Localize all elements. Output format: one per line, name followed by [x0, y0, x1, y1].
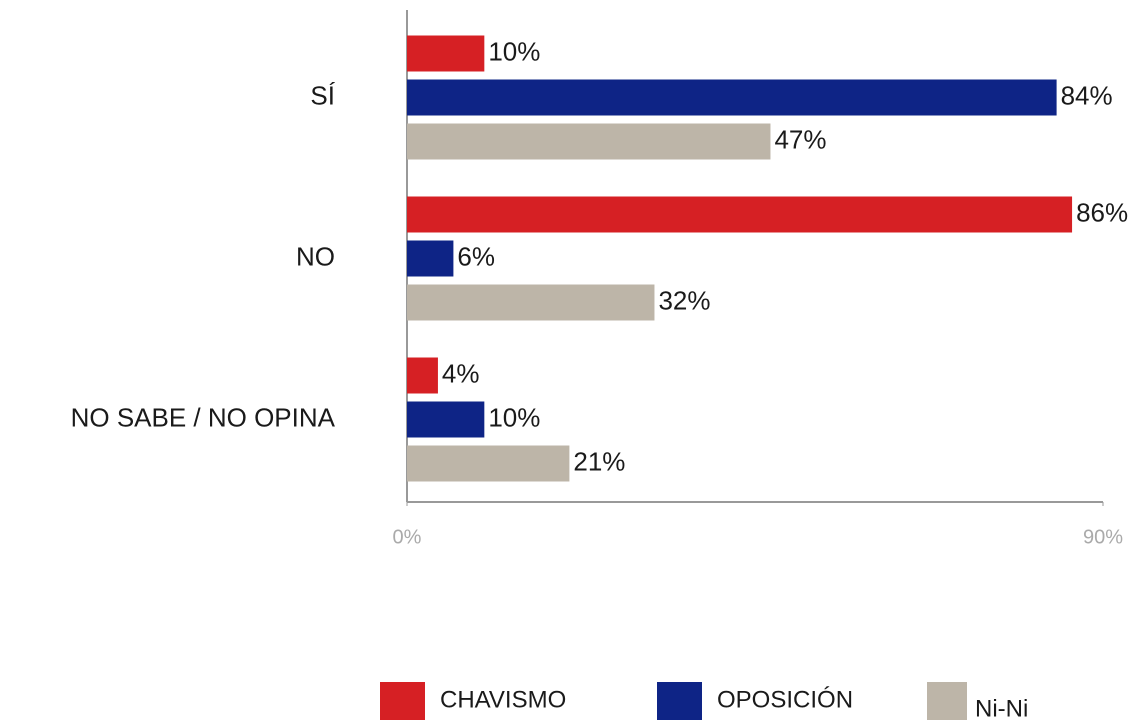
y-tick-label: SÍ — [310, 80, 335, 110]
value-label: 84% — [1061, 80, 1113, 110]
legend-label: OPOSICIÓN — [717, 686, 853, 713]
legend-swatch — [927, 682, 967, 720]
legend-swatch — [657, 682, 702, 720]
value-label: 47% — [774, 124, 826, 154]
x-tick-label: 90% — [1083, 526, 1123, 548]
bar — [407, 123, 771, 160]
bar — [407, 35, 485, 72]
x-tick-label: 0% — [393, 526, 422, 548]
bar — [407, 79, 1057, 116]
bar — [407, 196, 1073, 233]
legend-label: CHAVISMO — [440, 686, 566, 713]
value-label: 21% — [573, 446, 625, 476]
bar — [407, 445, 570, 482]
bar — [407, 357, 438, 394]
bar — [407, 401, 485, 438]
value-label: 32% — [658, 285, 710, 315]
bar — [407, 284, 655, 321]
value-label: 4% — [442, 358, 480, 388]
value-label: 6% — [457, 241, 495, 271]
legend-label: Ni-Ni — [975, 695, 1028, 722]
y-tick-label: NO — [296, 241, 335, 271]
y-tick-label: NO SABE / NO OPINA — [71, 402, 336, 432]
bar — [407, 240, 454, 277]
value-label: 10% — [488, 36, 540, 66]
value-label: 10% — [488, 402, 540, 432]
legend-swatch — [380, 682, 425, 720]
value-label: 86% — [1076, 197, 1128, 227]
